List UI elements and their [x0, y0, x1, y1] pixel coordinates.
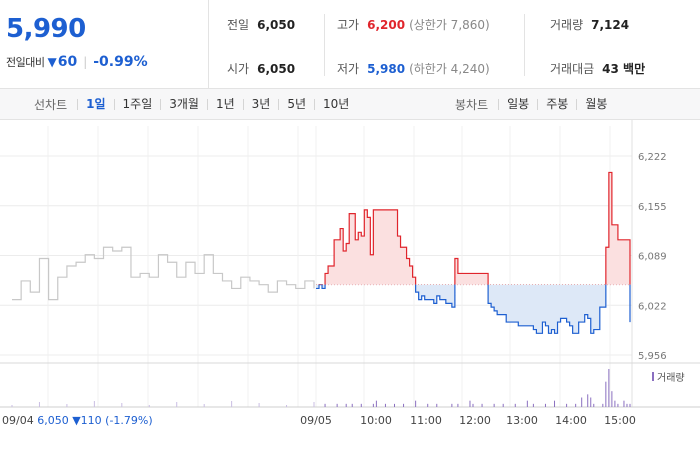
today-line-up — [318, 171, 631, 285]
open-value: 6,050 — [257, 62, 296, 76]
x-tick-label: 12:00 — [459, 414, 491, 427]
y-tick-label: 6,155 — [638, 202, 667, 213]
low-value: 5,980 — [367, 62, 406, 76]
candle-chart-tabs: 봉차트 일봉 주봉 월봉 — [455, 89, 615, 119]
prev-day-price: 6,050 — [37, 414, 72, 427]
high-value: 6,200 — [367, 18, 406, 32]
volume-label: 거래량 — [550, 18, 584, 32]
x-tick-label: 13:00 — [506, 414, 538, 427]
prev-day-change: ▼110 — [72, 414, 105, 427]
change-amount: 60 — [57, 54, 78, 70]
change-row: 전일대비 ▼ 60 | -0.99% — [6, 54, 148, 70]
change-percent: -0.99% — [93, 54, 148, 70]
prev-close-value: 6,050 — [257, 18, 296, 32]
tab-1year[interactable]: 1년 — [206, 98, 243, 110]
down-arrow-icon: ▼ — [47, 55, 57, 69]
tab-5year[interactable]: 5년 — [278, 98, 314, 110]
tab-1day[interactable]: 1일 — [77, 98, 113, 110]
tab-3year[interactable]: 3년 — [242, 98, 279, 110]
line-chart-tabs: 선차트 1일 1주일 3개월 1년 3년 5년 10년 — [34, 89, 357, 119]
upper-limit: (상한가 7,860) — [409, 18, 490, 32]
quote-summary: 5,990 전일대비 ▼ 60 | -0.99% 전일 6,050 시가 6,0… — [0, 0, 700, 89]
prev-day-date: 09/04 — [2, 414, 37, 427]
y-tick-label: 5,956 — [638, 351, 667, 362]
chart-period-bar: 선차트 1일 1주일 3개월 1년 3년 5년 10년 봉차트 일봉 주봉 월봉 — [0, 89, 700, 120]
today-area-up — [325, 172, 630, 285]
trade-value: 43 백만 — [602, 62, 646, 76]
candle-chart-label: 봉차트 — [455, 97, 489, 112]
prev-day-line — [12, 246, 315, 301]
prev-day-pct: (-1.79%) — [105, 414, 153, 427]
change-label: 전일대비 — [6, 56, 45, 69]
stats-divider — [524, 14, 525, 76]
stat-trade-value: 거래대금 43 백만 — [550, 60, 645, 77]
tab-3month[interactable]: 3개월 — [160, 98, 207, 110]
volume-value: 7,124 — [591, 18, 630, 32]
stats-divider — [324, 14, 325, 76]
tab-monthly-candle[interactable]: 월봉 — [576, 98, 615, 110]
y-tick-label: 6,222 — [638, 152, 667, 163]
x-tick-label: 14:00 — [555, 414, 587, 427]
stat-high: 고가 6,200 (상한가 7,860) — [337, 16, 490, 33]
change-divider: | — [83, 55, 88, 69]
tab-1week[interactable]: 1주일 — [113, 98, 161, 110]
tab-weekly-candle[interactable]: 주봉 — [537, 98, 576, 110]
stat-low: 저가 5,980 (하한가 4,240) — [337, 60, 490, 77]
lower-limit: (하한가 4,240) — [409, 62, 490, 76]
line-chart-label: 선차트 — [34, 97, 68, 112]
tab-daily-candle[interactable]: 일봉 — [498, 98, 537, 110]
x-tick-label: 09/05 — [300, 414, 332, 427]
today-area-down — [316, 284, 630, 334]
volume-legend-label: 거래량 — [657, 372, 685, 384]
trade-value-label: 거래대금 — [550, 62, 595, 76]
low-label: 저가 — [337, 62, 360, 76]
prev-day-info: 09/04 6,050 ▼110 (-1.79%) — [2, 414, 153, 427]
prev-close-label: 전일 — [227, 18, 250, 32]
current-price: 5,990 — [6, 14, 86, 44]
stat-volume: 거래량 7,124 — [550, 16, 629, 33]
price-box: 5,990 전일대비 ▼ 60 | -0.99% — [0, 0, 209, 88]
open-label: 시가 — [227, 62, 250, 76]
y-tick-label: 6,022 — [638, 301, 667, 312]
price-chart-area: 6,222 6,155 6,089 6,022 5,956 거래량 09/05 10:00 11… — [0, 120, 700, 450]
tab-10year[interactable]: 10년 — [314, 98, 357, 110]
stat-prev-close: 전일 6,050 — [227, 16, 295, 33]
high-label: 고가 — [337, 18, 360, 32]
y-tick-label: 6,089 — [638, 252, 667, 263]
stat-open: 시가 6,050 — [227, 60, 295, 77]
x-tick-label: 10:00 — [360, 414, 392, 427]
x-tick-label: 11:00 — [410, 414, 442, 427]
x-tick-label: 15:00 — [604, 414, 636, 427]
today-line-down — [316, 284, 631, 334]
stats-panel: 전일 6,050 시가 6,050 고가 6,200 (상한가 7,860) 저… — [209, 0, 700, 88]
price-chart[interactable]: 6,222 6,155 6,089 6,022 5,956 거래량 09/05 10:00 11… — [0, 120, 700, 450]
volume-legend-swatch — [652, 372, 654, 381]
